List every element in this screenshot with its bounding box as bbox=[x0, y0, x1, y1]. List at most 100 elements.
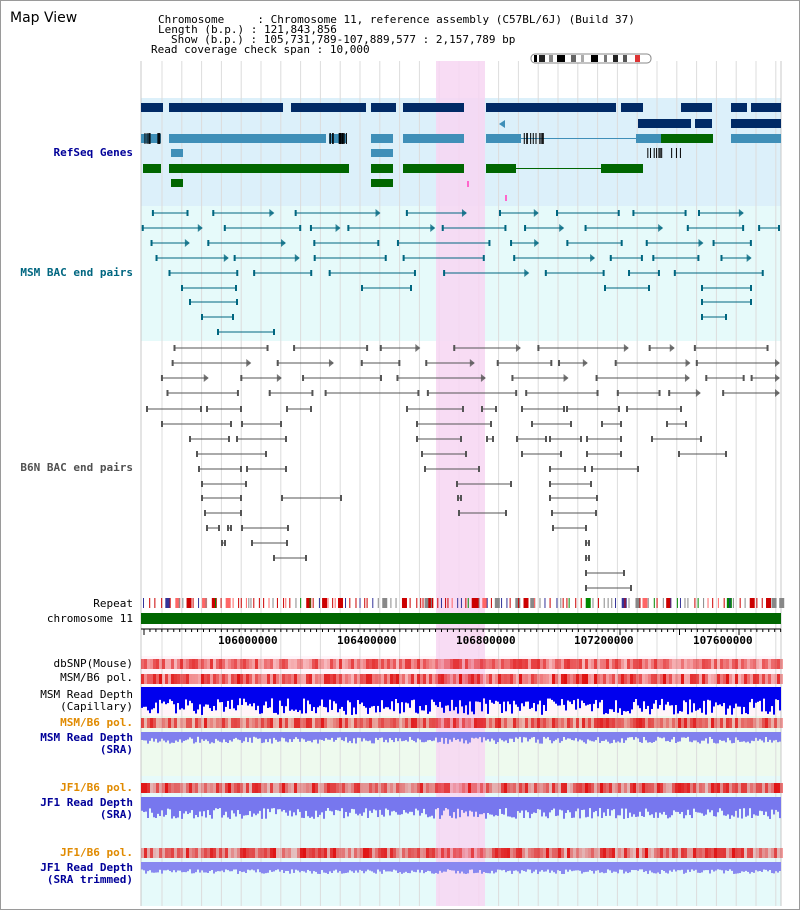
heat-cell bbox=[147, 783, 150, 793]
heat-cell bbox=[579, 718, 582, 728]
depth-bar bbox=[361, 732, 363, 742]
depth-bar bbox=[757, 687, 759, 702]
bac-end-arrow bbox=[698, 239, 704, 247]
heat-cell bbox=[663, 783, 666, 793]
depth-bar bbox=[143, 732, 145, 741]
heat-cell bbox=[402, 674, 405, 684]
depth-bar bbox=[527, 687, 529, 702]
heat-cell bbox=[543, 718, 546, 728]
bac-end-arrow bbox=[480, 374, 486, 382]
heat-cell bbox=[534, 848, 537, 858]
depth-bar bbox=[573, 797, 575, 818]
depth-bar bbox=[547, 862, 549, 870]
heat-cell bbox=[564, 674, 567, 684]
heat-cell bbox=[168, 674, 171, 684]
depth-bar bbox=[695, 732, 697, 741]
heat-cell bbox=[207, 848, 210, 858]
repeat-mark bbox=[395, 598, 397, 608]
depth-bar bbox=[421, 862, 423, 871]
heat-cell bbox=[363, 659, 366, 669]
heat-cell bbox=[234, 718, 237, 728]
heat-cell bbox=[414, 848, 417, 858]
heat-cell bbox=[372, 659, 375, 669]
depth-bar bbox=[199, 732, 201, 743]
axis-tick-label: 106000000 bbox=[218, 634, 278, 647]
heat-cell bbox=[294, 848, 297, 858]
heat-cell bbox=[657, 718, 660, 728]
bac-end-arrow bbox=[281, 239, 287, 247]
repeat-mark bbox=[445, 598, 447, 608]
heat-cell bbox=[309, 848, 312, 858]
heat-cell bbox=[450, 674, 453, 684]
bac-end bbox=[515, 390, 518, 396]
bac-end-arrow bbox=[197, 224, 203, 232]
depth-bar bbox=[427, 797, 429, 818]
heat-cell bbox=[393, 783, 396, 793]
heat-cell bbox=[201, 848, 204, 858]
heat-cell bbox=[276, 848, 279, 858]
depth-bar bbox=[547, 687, 549, 699]
bac-end bbox=[146, 406, 148, 412]
heat-cell bbox=[228, 718, 231, 728]
depth-bar bbox=[209, 797, 211, 815]
depth-bar bbox=[773, 732, 775, 741]
heat-cell bbox=[501, 718, 504, 728]
heat-cell bbox=[261, 674, 264, 684]
depth-bar bbox=[441, 732, 443, 738]
depth-bar bbox=[675, 862, 677, 872]
heat-cell bbox=[165, 783, 168, 793]
depth-bar bbox=[743, 732, 745, 742]
heat-cell bbox=[255, 718, 258, 728]
depth-bar bbox=[425, 797, 427, 815]
depth-bar bbox=[325, 687, 327, 708]
depth-bar bbox=[355, 797, 357, 814]
depth-bar bbox=[427, 732, 429, 741]
heat-cell bbox=[342, 848, 345, 858]
depth-bar bbox=[589, 732, 591, 741]
depth-bar bbox=[689, 687, 691, 700]
bac-end bbox=[652, 255, 655, 261]
bac-end bbox=[276, 360, 279, 366]
bac-end bbox=[236, 299, 238, 305]
depth-bar bbox=[733, 687, 735, 709]
bac-end bbox=[510, 240, 513, 246]
depth-bar bbox=[549, 797, 551, 813]
heat-cell bbox=[618, 659, 621, 669]
depth-bar bbox=[371, 862, 373, 872]
depth-bar bbox=[529, 687, 531, 709]
depth-bar bbox=[285, 687, 287, 707]
depth-bar bbox=[475, 797, 477, 812]
depth-bar bbox=[661, 732, 663, 739]
depth-bar bbox=[693, 732, 695, 741]
heat-cell bbox=[777, 783, 780, 793]
repeat-mark bbox=[215, 598, 217, 608]
depth-bar bbox=[591, 862, 593, 871]
heat-cell bbox=[459, 674, 462, 684]
depth-bar bbox=[469, 732, 471, 743]
bac-end bbox=[286, 406, 288, 412]
repeat-mark bbox=[364, 598, 366, 608]
depth-bar bbox=[463, 797, 465, 813]
depth-bar bbox=[453, 797, 455, 813]
depth-bar bbox=[425, 687, 427, 706]
depth-bar bbox=[625, 797, 627, 809]
heat-cell bbox=[387, 659, 390, 669]
heat-cell bbox=[540, 674, 543, 684]
repeat-mark bbox=[460, 598, 462, 608]
heat-cell bbox=[297, 659, 300, 669]
depth-bar bbox=[339, 797, 341, 812]
heat-cell bbox=[771, 659, 774, 669]
depth-bar bbox=[581, 687, 583, 701]
bac-end bbox=[616, 390, 619, 396]
depth-bar bbox=[421, 797, 423, 814]
heat-cell bbox=[177, 674, 180, 684]
bac-end-arrow bbox=[223, 254, 229, 262]
heat-cell bbox=[705, 848, 708, 858]
heat-cell bbox=[225, 848, 228, 858]
depth-bar bbox=[617, 862, 619, 874]
repeat-mark bbox=[318, 598, 320, 608]
depth-bar bbox=[471, 732, 473, 738]
depth-bar bbox=[363, 687, 365, 707]
depth-bar bbox=[185, 732, 187, 741]
